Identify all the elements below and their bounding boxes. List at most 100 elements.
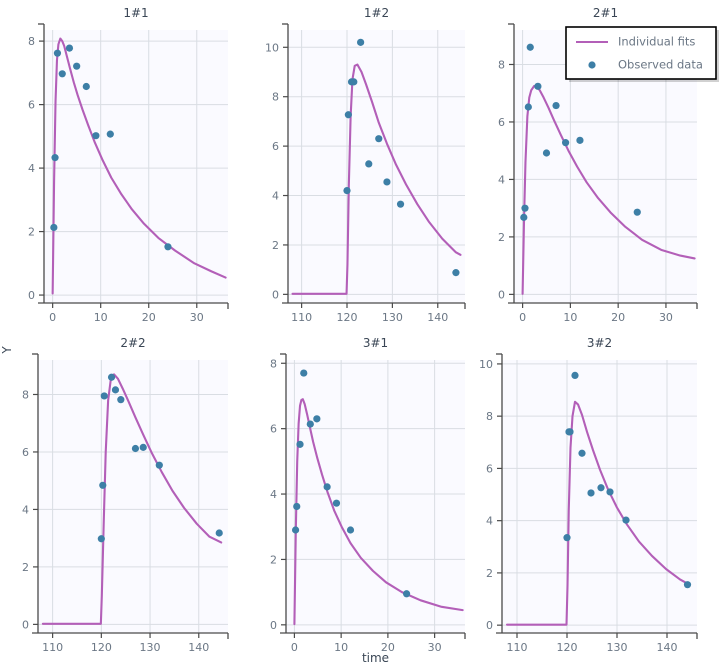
y-tick-label: 6	[486, 462, 493, 475]
data-point	[323, 483, 331, 491]
individual-fit-curve	[51, 37, 227, 295]
y-tick-label: 4	[28, 162, 35, 175]
legend-item-label: Observed data	[618, 58, 703, 72]
y-tick-label: 6	[28, 99, 35, 112]
data-point	[343, 186, 351, 195]
x-tick-label: 130	[382, 311, 403, 324]
x-tick-label: 140	[657, 641, 678, 654]
data-point	[563, 534, 571, 542]
data-point	[552, 101, 560, 110]
plot-area-background	[288, 30, 465, 303]
y-tick-label: 6	[272, 140, 279, 153]
legend-item-individual-fits[interactable]: Individual fits	[576, 35, 695, 49]
data-point	[97, 535, 105, 543]
data-point	[365, 160, 373, 168]
data-point	[58, 70, 66, 78]
tick-labels: 110 120 130 140 0 2 4 6 8 10	[479, 358, 678, 654]
data-point	[50, 223, 58, 232]
data-point	[521, 204, 529, 212]
x-tick-label: 10	[563, 311, 577, 324]
axis-lines	[496, 353, 698, 639]
data-point	[100, 392, 108, 400]
data-point	[383, 178, 391, 186]
y-tick-label: 0	[270, 619, 277, 632]
data-point	[300, 369, 308, 377]
y-tick-label: 8	[498, 58, 505, 71]
y-tick-label: 4	[486, 515, 493, 528]
y-tick-label: 2	[22, 561, 29, 574]
data-point	[131, 444, 140, 453]
gridlines	[502, 360, 697, 633]
y-tick-label: 8	[28, 35, 35, 48]
y-tick-label: 2	[272, 239, 279, 252]
subplot-panel-3-2: 110 120 130 140 0 2 4 6 8 10 3#2	[479, 336, 698, 654]
observed-data-points	[343, 38, 460, 277]
data-point	[346, 526, 355, 534]
individual-fit-curve	[505, 400, 691, 626]
y-tick-label: 0	[498, 288, 505, 301]
x-tick-label: 20	[611, 311, 625, 324]
subplot-panel-1-2: 110 120 130 140 0 2 4 6 8 10 1#2	[265, 6, 466, 324]
plot-area-background	[44, 30, 228, 303]
tick-labels: 110 120 130 140 0 2 4 6 8	[22, 388, 209, 654]
x-tick-label: 0	[291, 641, 298, 654]
axis-lines	[32, 353, 229, 639]
data-point	[82, 82, 90, 91]
data-point	[53, 49, 62, 57]
x-tick-label: 20	[381, 641, 395, 654]
data-point	[524, 103, 532, 111]
data-point	[633, 208, 641, 216]
data-point	[296, 440, 304, 448]
x-tick-label: 140	[427, 311, 448, 324]
x-tick-label: 30	[190, 311, 204, 324]
y-tick-label: 6	[270, 423, 277, 436]
data-point	[117, 396, 125, 404]
plot-area-background	[502, 360, 697, 633]
individual-fit-curve	[293, 398, 464, 626]
tick-labels: 0 10 20 30 0 2 4 6 8	[270, 357, 442, 654]
y-tick-label: 0	[486, 619, 493, 632]
data-point	[107, 373, 116, 381]
tick-labels: 110 120 130 140 0 2 4 6 8 10	[265, 41, 448, 324]
subplot-panel-1-1: 0 10 20 30 0 2 4 6 8 1#1	[28, 6, 229, 324]
x-tick-label: 140	[188, 641, 209, 654]
panel-title: 2#1	[593, 6, 618, 20]
legend[interactable]: Individual fits Observed data	[565, 26, 719, 82]
tick-labels: 0 10 20 30 0 2 4 6 8	[498, 58, 673, 324]
observed-data-points	[563, 371, 692, 589]
panel-title: 1#1	[123, 6, 148, 20]
legend-item-observed-data[interactable]: Observed data	[588, 58, 703, 72]
data-point	[542, 149, 551, 157]
y-tick-label: 8	[272, 91, 279, 104]
x-tick-label: 110	[42, 641, 63, 654]
data-point	[73, 62, 81, 70]
data-point	[51, 154, 59, 162]
x-tick-label: 0	[519, 311, 526, 324]
data-point	[578, 449, 586, 457]
y-tick-label: 8	[486, 410, 493, 423]
observed-data-points	[291, 369, 411, 598]
y-tick-label: 4	[498, 173, 505, 186]
gridlines	[286, 360, 465, 633]
data-point	[587, 489, 595, 497]
x-tick-label: 30	[428, 641, 442, 654]
data-point	[534, 82, 542, 90]
panel-title: 2#2	[120, 336, 145, 350]
data-point	[350, 78, 358, 86]
panel-title: 3#1	[363, 336, 388, 350]
x-tick-label: 130	[140, 641, 161, 654]
x-tick-label: 110	[291, 311, 312, 324]
data-point	[306, 420, 314, 428]
y-tick-label: 10	[265, 41, 279, 54]
data-point	[111, 386, 120, 394]
data-point	[293, 502, 301, 511]
y-tick-label: 0	[22, 618, 29, 631]
y-tick-label: 2	[486, 567, 493, 580]
y-tick-label: 10	[479, 358, 493, 371]
data-point	[92, 132, 100, 140]
data-point	[164, 243, 172, 251]
data-point	[357, 38, 365, 46]
data-point	[571, 371, 579, 380]
